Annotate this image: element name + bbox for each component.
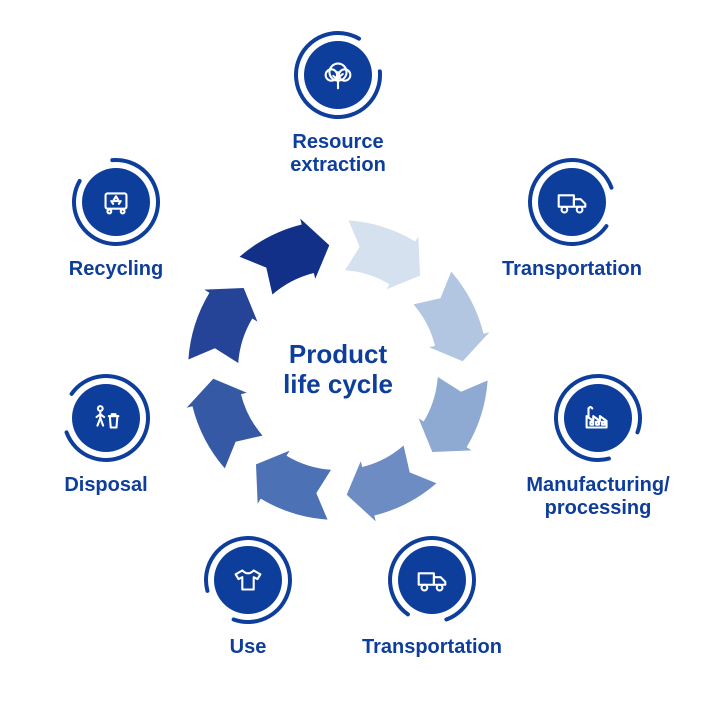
node-label: Resource extraction: [248, 131, 428, 177]
node-manufacturing: Manufacturing/ processing: [508, 372, 688, 520]
truck-icon: [386, 534, 478, 626]
icon-disc: [72, 384, 140, 452]
disposal-icon: [60, 372, 152, 464]
ring-segment-3: [347, 445, 437, 521]
node-recycling: Recycling: [26, 156, 206, 281]
icon-disc: [538, 168, 606, 236]
node-resource-extraction: Resource extraction: [248, 29, 428, 177]
recycle-bin-icon: [70, 156, 162, 248]
ring-segment-2: [419, 377, 488, 452]
tree-icon: [292, 29, 384, 121]
node-transportation-1: Transportation: [482, 156, 662, 281]
node-transportation-2: Transportation: [342, 534, 522, 659]
ring-segment-1: [413, 272, 489, 362]
center-title-line1: Product: [283, 340, 393, 370]
icon-disc: [214, 546, 282, 614]
icon-disc: [564, 384, 632, 452]
truck-icon: [526, 156, 618, 248]
lifecycle-diagram: Product life cycle Resource extraction T…: [0, 0, 719, 719]
tshirt-icon: [202, 534, 294, 626]
node-label: Transportation: [502, 258, 642, 281]
ring-segment-6: [188, 288, 257, 363]
node-use: Use: [158, 534, 338, 659]
factory-icon: [552, 372, 644, 464]
center-title-line2: life cycle: [283, 370, 393, 400]
icon-disc: [304, 41, 372, 109]
node-label: Use: [230, 636, 267, 659]
ring-segment-0: [345, 220, 420, 289]
center-title: Product life cycle: [283, 340, 393, 400]
node-disposal: Disposal: [16, 372, 196, 497]
icon-disc: [82, 168, 150, 236]
ring-segment-5: [187, 379, 263, 469]
ring-segment-4: [256, 451, 331, 520]
node-label: Transportation: [362, 636, 502, 659]
icon-disc: [398, 546, 466, 614]
ring-segment-7: [240, 219, 330, 295]
node-label: Disposal: [64, 474, 147, 497]
node-label: Recycling: [69, 258, 163, 281]
node-label: Manufacturing/ processing: [526, 474, 669, 520]
